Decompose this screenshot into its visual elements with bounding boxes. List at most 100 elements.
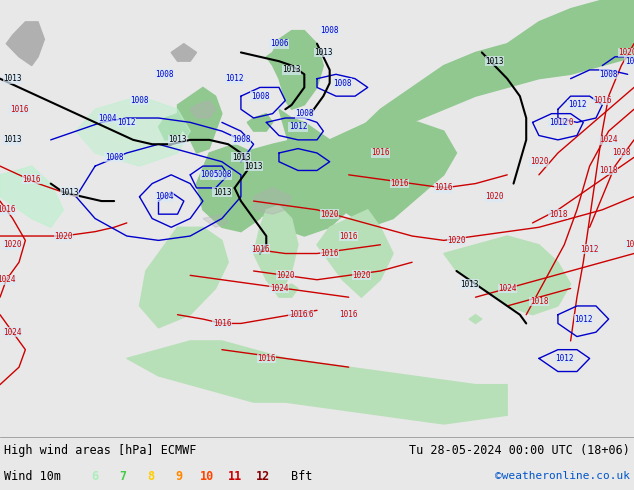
Text: 1016: 1016 <box>339 231 358 241</box>
Text: 10: 10 <box>200 469 214 483</box>
Text: 1016: 1016 <box>339 310 358 319</box>
Text: 1016: 1016 <box>250 245 269 254</box>
Text: 1004: 1004 <box>98 114 117 122</box>
Text: 1024: 1024 <box>599 135 618 145</box>
Polygon shape <box>6 22 44 66</box>
Text: 1012: 1012 <box>288 122 307 131</box>
Text: 1024: 1024 <box>498 284 517 293</box>
Text: 1016: 1016 <box>390 179 409 188</box>
Text: 1018: 1018 <box>529 297 548 306</box>
Text: 1004: 1004 <box>155 192 174 201</box>
Text: 1013: 1013 <box>244 162 263 171</box>
Text: 1016: 1016 <box>22 175 41 184</box>
Text: 1018: 1018 <box>548 210 567 219</box>
Text: 7: 7 <box>119 469 127 483</box>
Text: 1016: 1016 <box>288 310 307 319</box>
Text: 1008: 1008 <box>295 109 314 118</box>
Text: 1020: 1020 <box>320 210 339 219</box>
Text: 1013: 1013 <box>168 135 187 145</box>
Text: 1012: 1012 <box>580 245 599 254</box>
Polygon shape <box>76 96 190 166</box>
Text: 1020: 1020 <box>529 157 548 166</box>
Text: 1016: 1016 <box>0 205 16 214</box>
Text: 1008: 1008 <box>599 70 618 79</box>
Text: 1013: 1013 <box>212 188 231 197</box>
Text: 1008: 1008 <box>250 92 269 100</box>
Polygon shape <box>279 284 298 297</box>
Text: 1020: 1020 <box>54 231 73 241</box>
Polygon shape <box>273 262 285 275</box>
Text: 1013: 1013 <box>60 188 79 197</box>
Text: 1020: 1020 <box>352 271 371 280</box>
Text: 1013: 1013 <box>485 57 504 66</box>
Text: 1016: 1016 <box>593 96 612 105</box>
Text: 1024: 1024 <box>3 328 22 337</box>
Text: 1008: 1008 <box>320 26 339 35</box>
Text: 11: 11 <box>228 469 242 483</box>
Text: 1008: 1008 <box>231 135 250 145</box>
Polygon shape <box>139 227 228 328</box>
Polygon shape <box>279 245 292 258</box>
Text: High wind areas [hPa] ECMWF: High wind areas [hPa] ECMWF <box>4 443 197 457</box>
Polygon shape <box>197 144 273 232</box>
Text: 1013: 1013 <box>460 280 479 289</box>
Text: 1008: 1008 <box>333 78 352 88</box>
Text: 1016: 1016 <box>295 310 314 319</box>
Polygon shape <box>190 100 216 118</box>
Text: 1012: 1012 <box>574 315 593 323</box>
Text: 1016: 1016 <box>434 183 453 193</box>
Text: 1012: 1012 <box>567 100 586 109</box>
Text: 1016: 1016 <box>257 354 276 363</box>
Text: 1005: 1005 <box>200 171 219 179</box>
Text: Bft: Bft <box>291 469 313 483</box>
Polygon shape <box>127 341 507 424</box>
Polygon shape <box>349 0 634 140</box>
Polygon shape <box>247 114 273 131</box>
Text: 1008: 1008 <box>155 70 174 79</box>
Text: 1012: 1012 <box>117 118 136 127</box>
Text: 8: 8 <box>148 469 155 483</box>
Text: 1013: 1013 <box>3 74 22 83</box>
Text: 1020: 1020 <box>3 240 22 249</box>
Text: 1008: 1008 <box>624 57 634 66</box>
Text: 1012: 1012 <box>555 354 574 363</box>
Text: ©weatheronline.co.uk: ©weatheronline.co.uk <box>495 471 630 481</box>
Polygon shape <box>279 109 349 205</box>
Text: 12: 12 <box>256 469 270 483</box>
Text: 9: 9 <box>176 469 183 483</box>
Text: 1008: 1008 <box>130 96 149 105</box>
Text: 1013: 1013 <box>282 66 301 74</box>
Text: 1008: 1008 <box>212 171 231 179</box>
Polygon shape <box>266 30 323 109</box>
Text: 1008: 1008 <box>105 153 124 162</box>
Text: 1028: 1028 <box>612 148 631 157</box>
Text: 1012: 1012 <box>225 74 244 83</box>
Polygon shape <box>171 44 197 61</box>
Text: Tu 28-05-2024 00:00 UTC (18+06): Tu 28-05-2024 00:00 UTC (18+06) <box>409 443 630 457</box>
Text: 1020: 1020 <box>485 192 504 201</box>
Polygon shape <box>178 87 222 153</box>
Polygon shape <box>254 188 292 214</box>
Text: 1016: 1016 <box>212 319 231 328</box>
Text: 1024: 1024 <box>0 275 16 284</box>
Text: 1013: 1013 <box>3 135 22 145</box>
Text: 1013: 1013 <box>231 153 250 162</box>
Text: 1024: 1024 <box>269 284 288 293</box>
Polygon shape <box>158 114 184 140</box>
Text: 1016: 1016 <box>320 249 339 258</box>
Text: 1018: 1018 <box>599 166 618 175</box>
Text: 1012: 1012 <box>548 118 567 127</box>
Polygon shape <box>469 315 482 323</box>
Text: Wind 10m: Wind 10m <box>4 469 61 483</box>
Text: 1006: 1006 <box>269 39 288 48</box>
Text: 1020: 1020 <box>555 118 574 127</box>
Text: 1020: 1020 <box>276 271 295 280</box>
Text: 1020: 1020 <box>618 48 634 57</box>
Text: 1016: 1016 <box>371 148 390 157</box>
Text: 1020: 1020 <box>447 236 466 245</box>
Polygon shape <box>203 214 228 227</box>
Text: 1013: 1013 <box>314 48 333 57</box>
Text: 6: 6 <box>91 469 98 483</box>
Polygon shape <box>254 205 298 297</box>
Polygon shape <box>317 210 393 297</box>
